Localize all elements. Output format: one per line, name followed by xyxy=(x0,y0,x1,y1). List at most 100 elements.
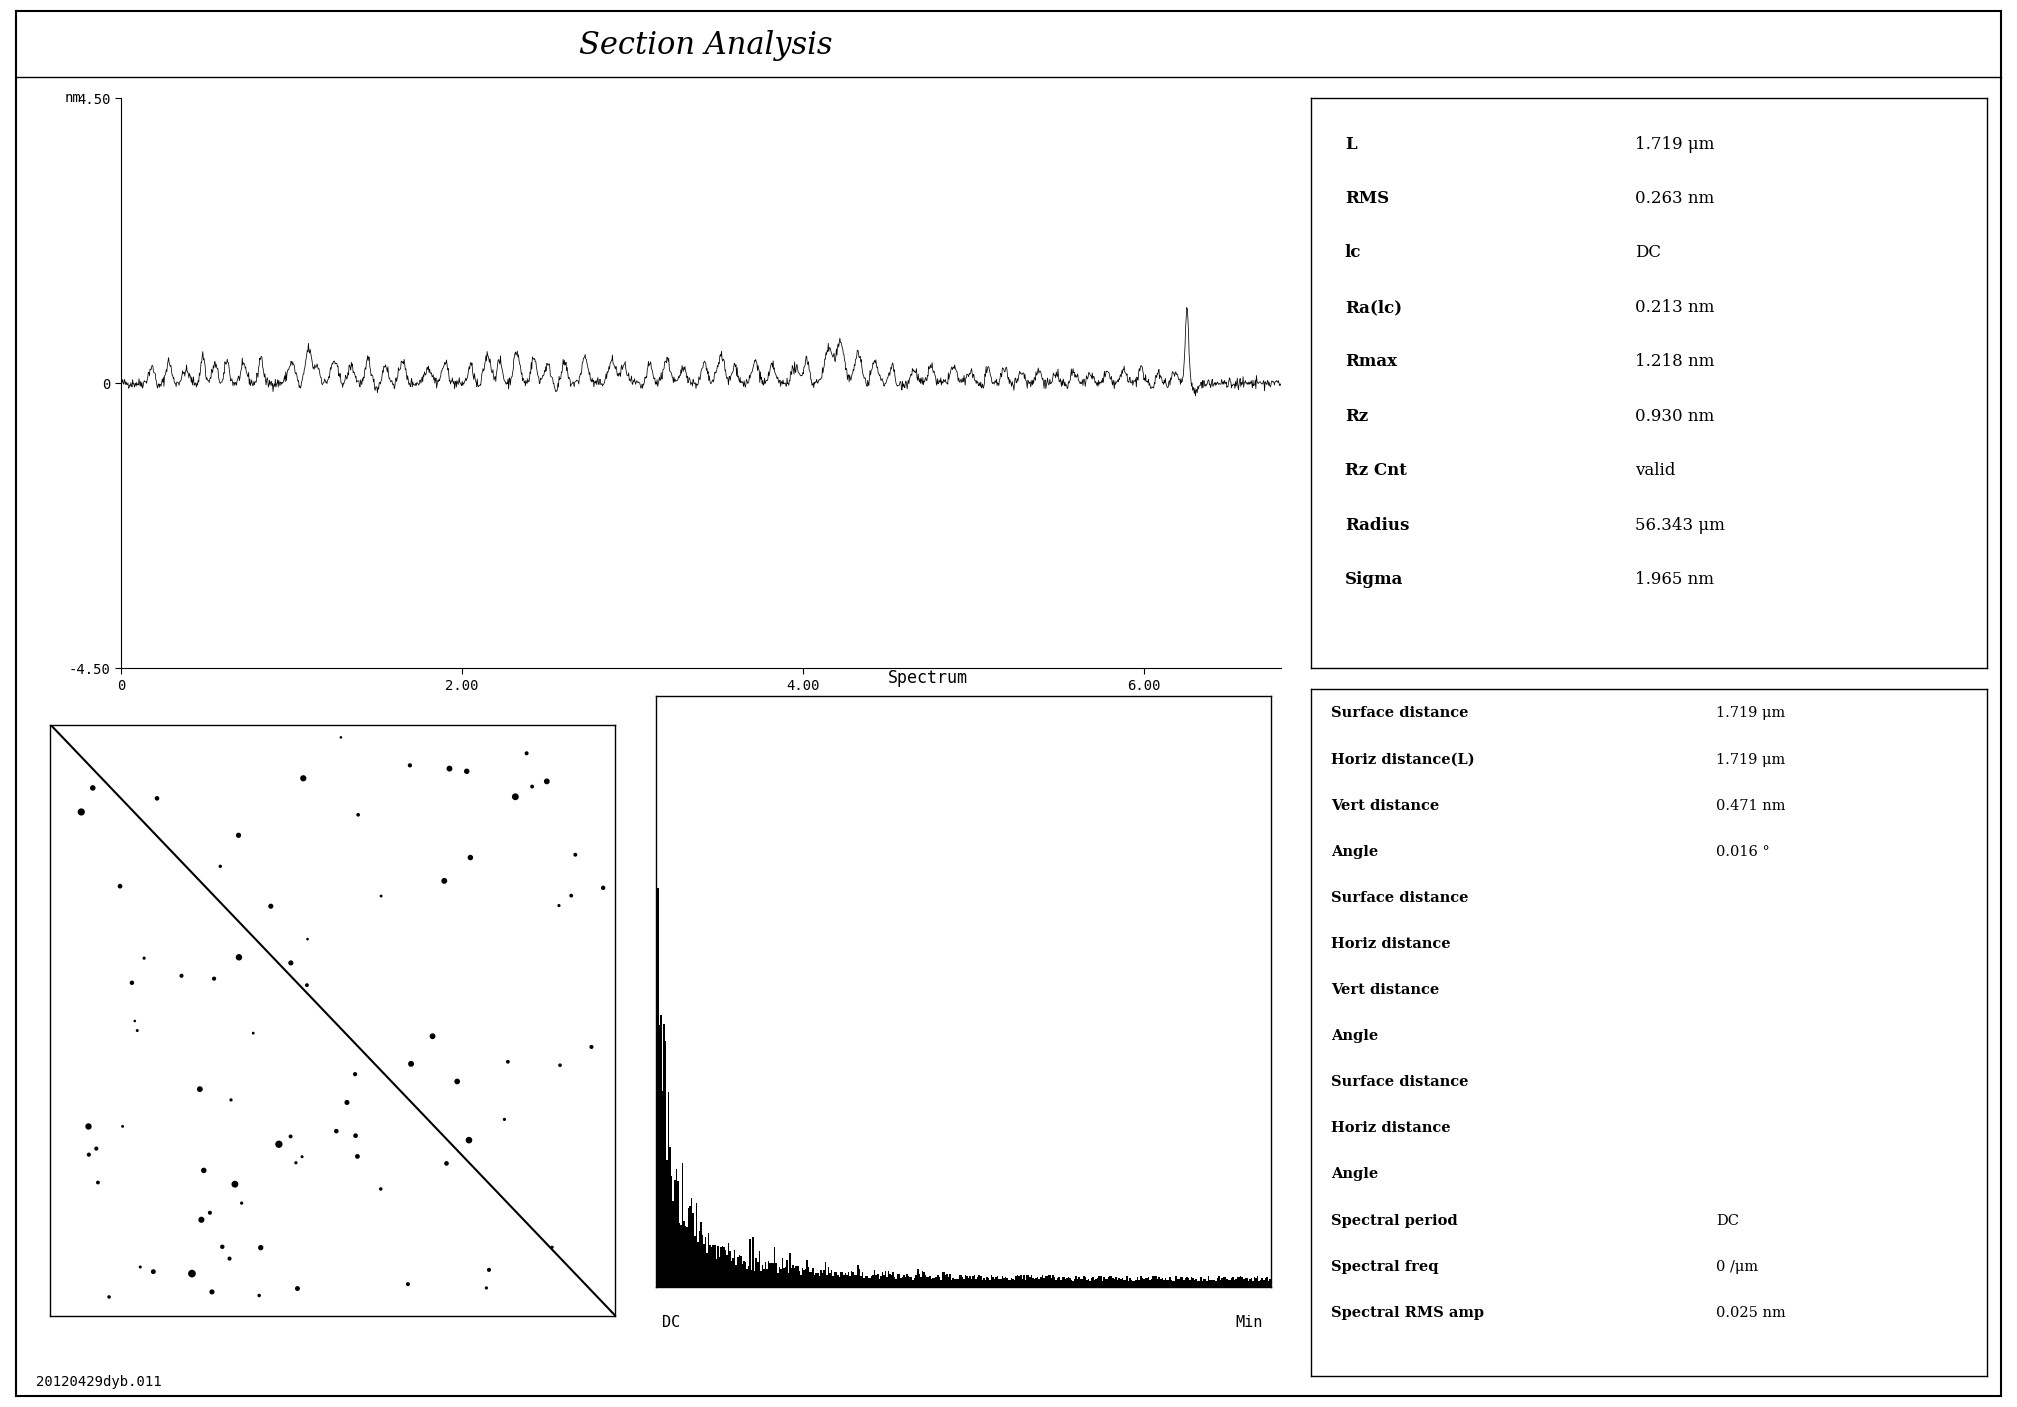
Point xyxy=(65,801,97,823)
Point xyxy=(226,1192,258,1214)
Point xyxy=(488,1109,520,1131)
Point xyxy=(555,885,587,908)
Point xyxy=(559,843,591,865)
Text: lc: lc xyxy=(1345,245,1361,262)
Point xyxy=(290,974,323,996)
Point xyxy=(286,1145,319,1168)
Point xyxy=(242,1285,274,1307)
Point xyxy=(254,895,286,917)
Point xyxy=(196,1280,228,1303)
Point xyxy=(198,968,230,991)
Point xyxy=(454,846,486,868)
Point xyxy=(339,1062,371,1085)
Point xyxy=(119,1010,151,1033)
Text: Section Analysis: Section Analysis xyxy=(579,30,833,61)
Text: 20120429dyb.011: 20120429dyb.011 xyxy=(36,1375,161,1389)
Point xyxy=(280,1278,313,1300)
Text: Surface distance: Surface distance xyxy=(1331,1075,1468,1089)
Point xyxy=(107,1116,139,1138)
Text: 0.025 nm: 0.025 nm xyxy=(1716,1306,1787,1320)
Point xyxy=(290,927,323,950)
Text: Horiz distance(L): Horiz distance(L) xyxy=(1331,753,1474,767)
Text: Rz: Rz xyxy=(1345,408,1368,425)
Point xyxy=(274,1126,307,1148)
Point xyxy=(105,875,137,898)
Text: 0.930 nm: 0.930 nm xyxy=(1636,408,1714,425)
Text: Spectral freq: Spectral freq xyxy=(1331,1259,1438,1273)
X-axis label: μm: μm xyxy=(692,696,710,712)
Text: 1.965 nm: 1.965 nm xyxy=(1636,571,1714,588)
Point xyxy=(93,1286,125,1309)
Point xyxy=(430,1152,462,1175)
Point xyxy=(575,1036,607,1058)
Text: 0.213 nm: 0.213 nm xyxy=(1636,298,1714,317)
Point xyxy=(395,1052,428,1075)
Text: 0.471 nm: 0.471 nm xyxy=(1716,799,1785,813)
Point xyxy=(393,754,426,777)
Point xyxy=(416,1024,448,1047)
Point xyxy=(510,741,543,764)
Point xyxy=(137,1261,169,1283)
Point xyxy=(516,775,549,798)
Point xyxy=(454,1128,486,1151)
Point xyxy=(125,1256,157,1279)
Point xyxy=(204,855,236,878)
Point xyxy=(498,785,530,808)
Text: 1.218 nm: 1.218 nm xyxy=(1636,353,1714,370)
Point xyxy=(587,877,619,899)
Point xyxy=(391,1273,424,1296)
Point xyxy=(218,1173,250,1196)
Point xyxy=(325,726,357,749)
Text: Angle: Angle xyxy=(1331,1168,1378,1182)
Point xyxy=(165,965,198,988)
Point xyxy=(343,803,375,826)
Point xyxy=(214,1248,246,1271)
Point xyxy=(450,760,482,782)
Text: valid: valid xyxy=(1636,463,1676,480)
Text: Spectral RMS amp: Spectral RMS amp xyxy=(1331,1306,1485,1320)
Text: Angle: Angle xyxy=(1331,1029,1378,1043)
Text: Spectral period: Spectral period xyxy=(1331,1214,1458,1227)
Text: Spectrum: Spectrum xyxy=(887,668,968,687)
Point xyxy=(331,1092,363,1114)
Point xyxy=(73,1116,105,1138)
Text: Surface distance: Surface distance xyxy=(1331,891,1468,905)
Text: Min: Min xyxy=(1234,1316,1263,1330)
Text: Surface distance: Surface distance xyxy=(1331,706,1468,720)
Point xyxy=(175,1262,208,1285)
Point xyxy=(543,895,575,917)
Text: 1.719 μm: 1.719 μm xyxy=(1716,753,1785,767)
Point xyxy=(194,1202,226,1224)
Text: Horiz distance: Horiz distance xyxy=(1331,1121,1450,1135)
Text: 56.343 μm: 56.343 μm xyxy=(1636,516,1725,533)
Text: 0 /μm: 0 /μm xyxy=(1716,1259,1759,1273)
Point xyxy=(73,1144,105,1166)
Point xyxy=(341,1145,373,1168)
Text: DC: DC xyxy=(662,1316,680,1330)
Point xyxy=(127,947,159,969)
Text: nm: nm xyxy=(65,91,81,106)
Point xyxy=(186,1209,218,1231)
Point xyxy=(216,1089,248,1112)
Point xyxy=(280,1151,313,1173)
Point xyxy=(238,1021,270,1044)
Point xyxy=(81,1137,113,1159)
Point xyxy=(365,885,397,908)
Point xyxy=(206,1235,238,1258)
Point xyxy=(537,1235,569,1258)
Text: DC: DC xyxy=(1716,1214,1739,1227)
Text: DC: DC xyxy=(1636,245,1662,262)
Point xyxy=(286,767,319,789)
Text: Rmax: Rmax xyxy=(1345,353,1398,370)
Point xyxy=(492,1051,524,1074)
Point xyxy=(530,770,563,792)
Point xyxy=(141,787,173,809)
Point xyxy=(262,1133,294,1155)
Point xyxy=(470,1276,502,1299)
Point xyxy=(428,870,460,892)
Text: 0.016 °: 0.016 ° xyxy=(1716,844,1771,858)
Point xyxy=(321,1120,353,1142)
Text: L: L xyxy=(1345,135,1357,152)
Point xyxy=(545,1054,577,1076)
Text: Rz Cnt: Rz Cnt xyxy=(1345,463,1406,480)
